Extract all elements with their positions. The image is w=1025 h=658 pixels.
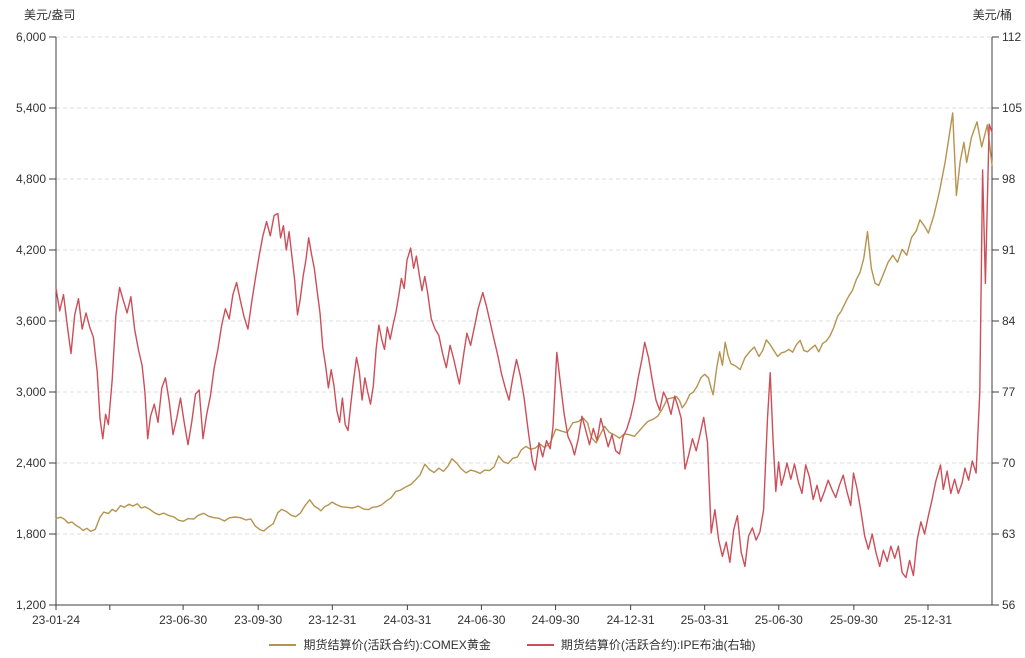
right-axis-title: 美元/桶: [972, 8, 1012, 22]
svg-text:25-09-30: 25-09-30: [830, 613, 878, 627]
svg-text:4,200: 4,200: [16, 243, 46, 257]
svg-text:24-03-31: 24-03-31: [383, 613, 431, 627]
oil-line-swatch: [526, 643, 554, 646]
legend-label-comex-gold: 期货结算价(活跃合约):COMEX黄金: [303, 638, 491, 652]
svg-text:3,600: 3,600: [16, 314, 46, 328]
svg-text:6,000: 6,000: [16, 30, 46, 44]
svg-text:3,000: 3,000: [16, 385, 46, 399]
legend-label-ipe-brent: 期货结算价(活跃合约):IPE布油(右轴): [560, 638, 756, 652]
svg-text:23-12-31: 23-12-31: [308, 613, 356, 627]
svg-text:4,800: 4,800: [16, 172, 46, 186]
left-axis-title: 美元/盎司: [24, 8, 76, 22]
svg-text:23-09-30: 23-09-30: [234, 613, 282, 627]
legend-item-ipe-brent: 期货结算价(活跃合约):IPE布油(右轴): [526, 636, 756, 653]
svg-text:91: 91: [1002, 243, 1016, 257]
svg-text:5,400: 5,400: [16, 101, 46, 115]
svg-text:24-09-30: 24-09-30: [532, 613, 580, 627]
svg-text:77: 77: [1002, 385, 1016, 399]
svg-text:23-01-24: 23-01-24: [32, 613, 80, 627]
svg-text:56: 56: [1002, 598, 1016, 612]
svg-text:84: 84: [1002, 314, 1016, 328]
svg-text:24-12-31: 24-12-31: [607, 613, 655, 627]
svg-text:2,400: 2,400: [16, 456, 46, 470]
svg-text:25-12-31: 25-12-31: [904, 613, 952, 627]
svg-text:25-03-31: 25-03-31: [681, 613, 729, 627]
legend: 期货结算价(活跃合约):COMEX黄金 期货结算价(活跃合约):IPE布油(右轴…: [0, 636, 1025, 653]
svg-text:63: 63: [1002, 527, 1016, 541]
svg-text:1,200: 1,200: [16, 598, 46, 612]
svg-text:25-06-30: 25-06-30: [755, 613, 803, 627]
svg-text:112: 112: [1002, 30, 1021, 44]
svg-text:70: 70: [1002, 456, 1016, 470]
svg-text:105: 105: [1002, 101, 1022, 115]
svg-text:98: 98: [1002, 172, 1016, 186]
svg-text:1,800: 1,800: [16, 527, 46, 541]
svg-text:24-06-30: 24-06-30: [457, 613, 505, 627]
legend-item-comex-gold: 期货结算价(活跃合约):COMEX黄金: [269, 636, 491, 653]
gold-line-swatch: [269, 643, 297, 646]
svg-text:23-06-30: 23-06-30: [159, 613, 207, 627]
